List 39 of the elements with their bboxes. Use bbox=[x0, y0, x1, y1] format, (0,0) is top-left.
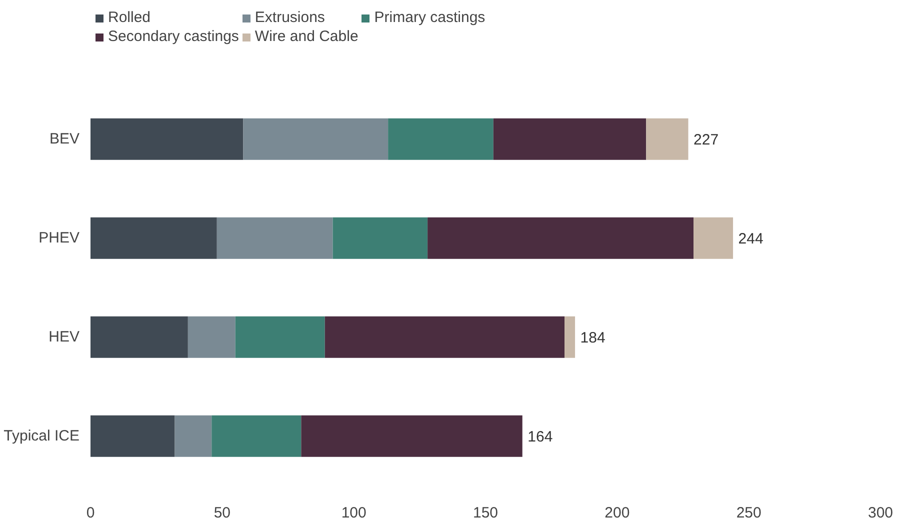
bar bbox=[301, 415, 522, 457]
legend-label: Extrusions bbox=[254, 9, 325, 26]
x-tick-label: 200 bbox=[604, 504, 630, 522]
bar bbox=[90, 415, 175, 457]
legend-label: Rolled bbox=[108, 9, 151, 26]
legend-label: Primary castings bbox=[374, 9, 486, 26]
bar bbox=[564, 316, 576, 358]
x-tick-label: 50 bbox=[214, 504, 231, 522]
y-tick-label: Typical ICE bbox=[4, 428, 80, 445]
bar bbox=[235, 316, 325, 358]
x-tick-label: 0 bbox=[86, 504, 95, 522]
bar bbox=[174, 415, 212, 457]
bar bbox=[90, 217, 217, 259]
x-tick-label: 150 bbox=[472, 504, 498, 522]
bar bbox=[188, 316, 236, 358]
total-label: 164 bbox=[528, 428, 553, 446]
legend-label: Secondary castings bbox=[108, 28, 239, 45]
bar bbox=[243, 118, 388, 160]
bar bbox=[694, 217, 734, 259]
bar bbox=[216, 217, 333, 259]
bar bbox=[428, 217, 694, 259]
x-tick-label: 250 bbox=[736, 504, 762, 522]
total-label: 244 bbox=[738, 230, 764, 248]
bar bbox=[90, 118, 244, 160]
bar bbox=[646, 118, 688, 160]
total-label: 227 bbox=[694, 132, 719, 149]
x-tick-label: 100 bbox=[341, 504, 366, 522]
bar bbox=[493, 118, 646, 160]
bar bbox=[324, 316, 564, 358]
y-tick-label: PHEV bbox=[38, 230, 80, 247]
y-tick-label: HEV bbox=[48, 328, 80, 346]
bar bbox=[212, 415, 302, 457]
bar bbox=[388, 118, 494, 160]
bar bbox=[332, 217, 428, 259]
y-tick-label: BEV bbox=[49, 130, 80, 148]
bar bbox=[90, 316, 188, 358]
legend-label: Wire and Cable bbox=[254, 28, 358, 45]
total-label: 184 bbox=[580, 330, 606, 347]
x-tick-label: 300 bbox=[868, 504, 894, 522]
